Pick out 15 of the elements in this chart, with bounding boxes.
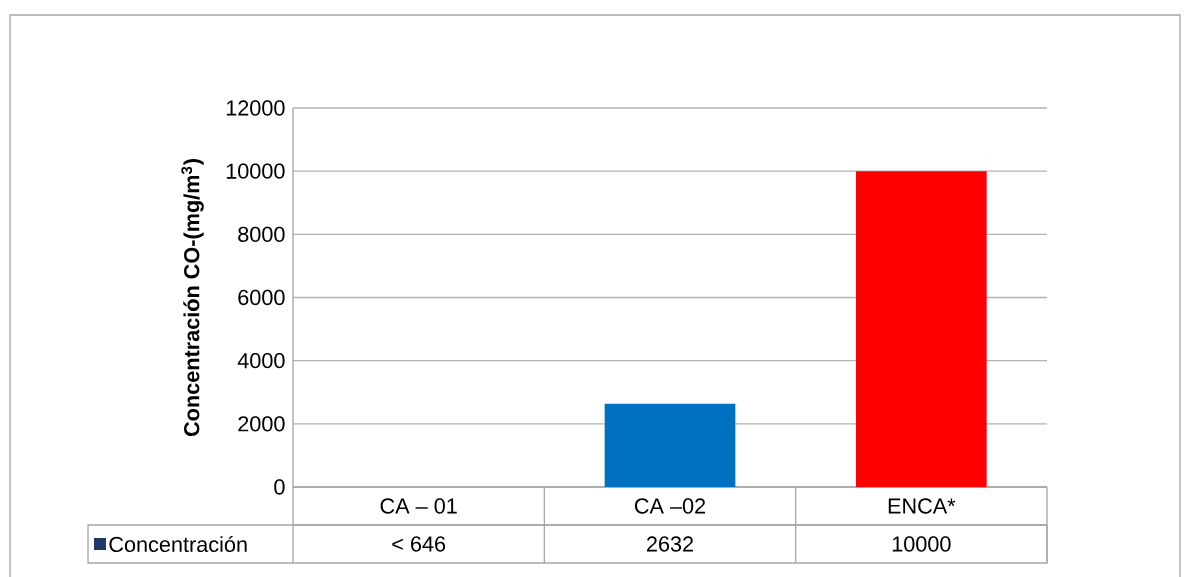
x-tick-label: ENCA* (888, 498, 956, 514)
data-label: < 646 (392, 536, 446, 552)
y-tick-label: 0 (274, 479, 285, 495)
y-tick-label: 4000 (237, 352, 285, 369)
y-tick-label: 10000 (226, 163, 285, 179)
y-tick-label: 8000 (238, 226, 285, 242)
x-tick-label: CA –02 (634, 498, 706, 514)
y-tick-label: 12000 (226, 100, 285, 116)
x-tick-label: CA – 01 (380, 498, 457, 514)
text: Concentración (109, 535, 247, 553)
y-tick-label: 6000 (238, 289, 285, 306)
y-tick-label: 2000 (238, 416, 285, 432)
data-label: 2632 (647, 536, 693, 552)
data-label: 10000 (892, 536, 951, 552)
y-axis-title: Concentración CO-(mg/m$^{3}$) (181, 159, 204, 437)
